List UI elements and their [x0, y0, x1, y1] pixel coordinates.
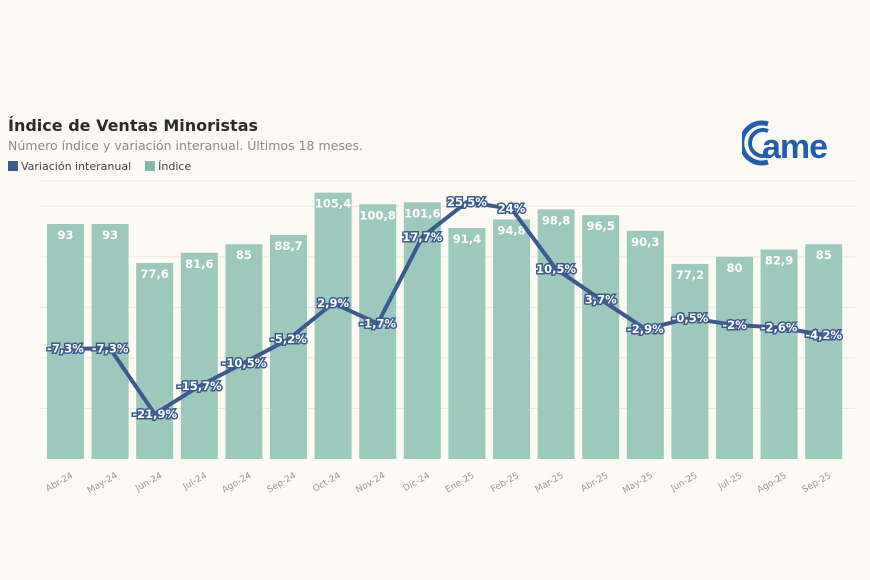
x-tick-label: Oct-24 — [311, 471, 342, 495]
legend-item-variacion: Variación interanual — [8, 160, 131, 173]
bar-label: 81,6 — [185, 257, 213, 271]
bar-label: 80 — [726, 261, 742, 275]
x-tick-label: Sep-24 — [266, 471, 299, 496]
bar-label: 77,6 — [141, 267, 169, 281]
bar — [760, 249, 798, 459]
bar-label: 93 — [57, 228, 73, 242]
legend-swatch — [145, 161, 156, 171]
bar-label: 85 — [236, 248, 252, 262]
bar — [448, 228, 486, 459]
bar — [225, 244, 263, 459]
x-tick-label: Jun-25 — [669, 471, 700, 495]
bar — [403, 202, 441, 459]
bar-label: 91,4 — [453, 232, 481, 246]
line-label: -5,2% — [270, 332, 307, 346]
line-label: 10,5% — [536, 262, 576, 276]
line-label: -2,9% — [627, 322, 664, 336]
x-tick-label: Nov-24 — [354, 471, 387, 496]
bar-label: 88,7 — [274, 239, 302, 253]
x-tick-label: Sep-25 — [801, 471, 833, 495]
bar — [47, 223, 84, 459]
chart-title: Índice de Ventas Minoristas — [8, 116, 259, 135]
line-label: -0,5% — [672, 311, 709, 325]
line-label: 25,5% — [447, 195, 487, 209]
bar — [136, 262, 174, 459]
line-label: -1,7% — [359, 317, 396, 331]
bar-label: 85 — [816, 248, 832, 262]
line-label: 24% — [498, 202, 526, 216]
legend: Variación interanual Índice — [8, 160, 191, 173]
bar — [180, 252, 218, 459]
line-label: 3,7% — [585, 292, 617, 306]
bar-label: 77,2 — [676, 268, 704, 282]
bar — [626, 230, 664, 459]
bar-label: 101,6 — [404, 206, 440, 220]
bar — [91, 223, 129, 459]
x-tick-label: Dic-24 — [402, 471, 432, 494]
line-label: -2,6% — [761, 321, 798, 335]
bar — [671, 263, 709, 459]
x-tick-label: Abr-24 — [44, 471, 75, 495]
x-tick-label: Ene-25 — [444, 471, 476, 495]
bar-label: 100,8 — [360, 208, 396, 222]
bar — [582, 215, 620, 459]
x-tick-label: May-24 — [86, 471, 120, 496]
line-label: 17,7% — [402, 230, 442, 244]
x-tick-label: Mar-25 — [534, 471, 566, 495]
line-label: -21,9% — [132, 407, 177, 421]
x-tick-label: Jul-25 — [716, 471, 744, 493]
x-tick-label: May-25 — [621, 471, 655, 496]
line-label: -15,7% — [177, 379, 222, 393]
bar-label: 98,8 — [542, 213, 570, 227]
line-label: -7,3% — [47, 342, 84, 356]
bar — [716, 256, 753, 459]
line-label: 2,9% — [317, 296, 349, 310]
x-tick-label: Abr-25 — [579, 471, 610, 495]
x-tick-label: Jul-24 — [181, 471, 209, 493]
x-tick-label: Ago-24 — [220, 471, 253, 496]
bar-label: 105,4 — [315, 197, 351, 211]
legend-label: Índice — [158, 160, 192, 173]
line-label: -4,2% — [805, 328, 842, 342]
bar-label: 90,3 — [631, 235, 659, 249]
x-tick-label: Feb-25 — [489, 471, 521, 495]
bar-label: 96,5 — [587, 219, 615, 233]
bar-label: 93 — [102, 228, 118, 242]
bar — [537, 209, 575, 459]
x-tick-label: Ago-25 — [756, 471, 789, 496]
x-tick-label: Jun-24 — [133, 471, 164, 495]
legend-item-indice: Índice — [145, 160, 191, 173]
chart-subtitle: Número índice y variación interanual. Úl… — [8, 138, 364, 153]
line-label: -10,5% — [222, 356, 267, 370]
line-series — [65, 200, 825, 416]
came-logo: ame — [739, 118, 854, 172]
svg-text:ame: ame — [762, 128, 827, 166]
bar — [805, 244, 843, 459]
bar — [359, 204, 397, 459]
legend-label: Variación interanual — [21, 160, 132, 173]
legend-swatch — [8, 161, 18, 171]
line-label: -2% — [722, 318, 747, 332]
bar — [493, 219, 530, 459]
bar — [314, 192, 352, 459]
bar-label: 82,9 — [765, 254, 793, 268]
line-label: -7,3% — [92, 342, 129, 356]
bar-label: 94,8 — [497, 223, 525, 237]
